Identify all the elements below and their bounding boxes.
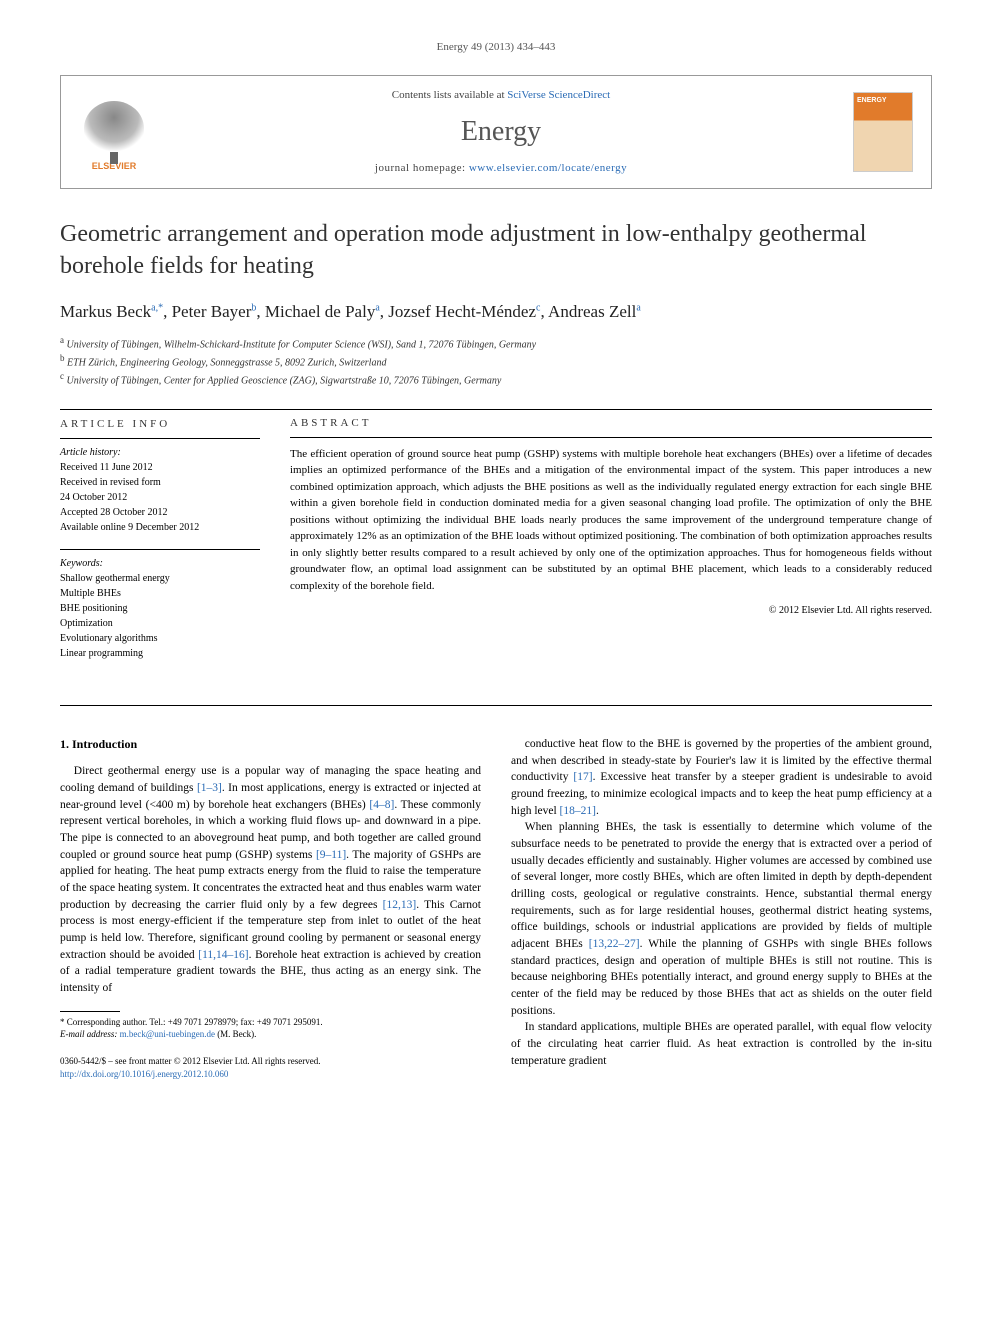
history-line: Received in revised form: [60, 475, 260, 490]
authors-line: Markus Becka,*, Peter Bayerb, Michael de…: [60, 300, 932, 324]
history-line: 24 October 2012: [60, 490, 260, 505]
abstract-heading: ABSTRACT: [290, 416, 932, 431]
left-column: 1. Introduction Direct geothermal energy…: [60, 736, 481, 1080]
info-rule-1: [60, 438, 260, 439]
affiliation-line: b ETH Zürich, Engineering Geology, Sonne…: [60, 352, 932, 370]
body-paragraph: In standard applications, multiple BHEs …: [511, 1019, 932, 1069]
citation-ref[interactable]: [4–8]: [369, 799, 394, 811]
abstract-rule: [290, 437, 932, 438]
homepage-prefix: journal homepage:: [375, 162, 469, 174]
citation-ref[interactable]: [11,14–16]: [198, 949, 248, 961]
body-paragraph: When planning BHEs, the task is essentia…: [511, 819, 932, 1019]
divider-bottom: [60, 705, 932, 706]
body-paragraph: conductive heat flow to the BHE is gover…: [511, 736, 932, 819]
doi-link[interactable]: http://dx.doi.org/10.1016/j.energy.2012.…: [60, 1069, 228, 1079]
affiliation-line: a University of Tübingen, Wilhelm-Schick…: [60, 334, 932, 352]
email-suffix: (M. Beck).: [215, 1029, 257, 1039]
article-history-block: Article history: Received 11 June 2012Re…: [60, 445, 260, 535]
abstract-column: ABSTRACT The efficient operation of grou…: [290, 416, 932, 676]
keyword-line: BHE positioning: [60, 601, 260, 616]
header-center: Contents lists available at SciVerse Sci…: [169, 88, 833, 176]
article-info-heading: ARTICLE INFO: [60, 416, 260, 433]
email-label: E-mail address:: [60, 1029, 117, 1039]
corresponding-author-note: * Corresponding author. Tel.: +49 7071 2…: [60, 1016, 481, 1029]
journal-name: Energy: [169, 112, 833, 151]
citation-ref[interactable]: [13,22–27]: [589, 938, 640, 950]
contents-prefix: Contents lists available at: [392, 89, 507, 101]
contents-available-line: Contents lists available at SciVerse Sci…: [169, 88, 833, 103]
homepage-link[interactable]: www.elsevier.com/locate/energy: [469, 162, 627, 174]
history-label: Article history:: [60, 445, 260, 460]
keyword-line: Multiple BHEs: [60, 586, 260, 601]
keyword-line: Shallow geothermal energy: [60, 571, 260, 586]
homepage-line: journal homepage: www.elsevier.com/locat…: [169, 161, 833, 176]
journal-header: ELSEVIER Contents lists available at Sci…: [60, 75, 932, 189]
elsevier-tree-icon: [84, 101, 144, 156]
article-info-column: ARTICLE INFO Article history: Received 1…: [60, 416, 260, 676]
history-line: Accepted 28 October 2012: [60, 505, 260, 520]
body-paragraph: Direct geothermal energy use is a popula…: [60, 763, 481, 996]
citation-ref[interactable]: [18–21]: [560, 805, 596, 817]
citation-ref[interactable]: [17]: [573, 771, 592, 783]
journal-cover-thumbnail: ENERGY: [853, 92, 913, 172]
history-line: Received 11 June 2012: [60, 460, 260, 475]
affiliations: a University of Tübingen, Wilhelm-Schick…: [60, 334, 932, 389]
abstract-text: The efficient operation of ground source…: [290, 446, 932, 595]
email-link[interactable]: m.beck@uni-tuebingen.de: [120, 1029, 215, 1039]
body-columns: 1. Introduction Direct geothermal energy…: [60, 736, 932, 1080]
bottom-meta: 0360-5442/$ – see front matter © 2012 El…: [60, 1055, 481, 1080]
cover-label: ENERGY: [857, 97, 887, 104]
keyword-line: Linear programming: [60, 646, 260, 661]
history-line: Available online 9 December 2012: [60, 520, 260, 535]
info-abstract-row: ARTICLE INFO Article history: Received 1…: [60, 416, 932, 676]
keywords-block: Keywords: Shallow geothermal energyMulti…: [60, 556, 260, 661]
email-line: E-mail address: m.beck@uni-tuebingen.de …: [60, 1028, 481, 1041]
keyword-line: Evolutionary algorithms: [60, 631, 260, 646]
abstract-copyright: © 2012 Elsevier Ltd. All rights reserved…: [290, 604, 932, 618]
info-rule-2: [60, 549, 260, 550]
citation-ref[interactable]: [12,13]: [383, 899, 417, 911]
section-1-heading: 1. Introduction: [60, 736, 481, 753]
affiliation-line: c University of Tübingen, Center for App…: [60, 370, 932, 388]
citation-ref[interactable]: [1–3]: [197, 782, 222, 794]
footnote-rule: [60, 1011, 120, 1012]
right-column: conductive heat flow to the BHE is gover…: [511, 736, 932, 1080]
divider-top: [60, 409, 932, 410]
article-title: Geometric arrangement and operation mode…: [60, 219, 932, 281]
citation-ref[interactable]: [9–11]: [316, 849, 346, 861]
issn-line: 0360-5442/$ – see front matter © 2012 El…: [60, 1055, 481, 1068]
publisher-logo: ELSEVIER: [79, 92, 149, 172]
running-head: Energy 49 (2013) 434–443: [60, 40, 932, 55]
keywords-label: Keywords:: [60, 556, 260, 571]
keyword-line: Optimization: [60, 616, 260, 631]
footnotes: * Corresponding author. Tel.: +49 7071 2…: [60, 1016, 481, 1041]
sciencedirect-link[interactable]: SciVerse ScienceDirect: [507, 89, 610, 101]
